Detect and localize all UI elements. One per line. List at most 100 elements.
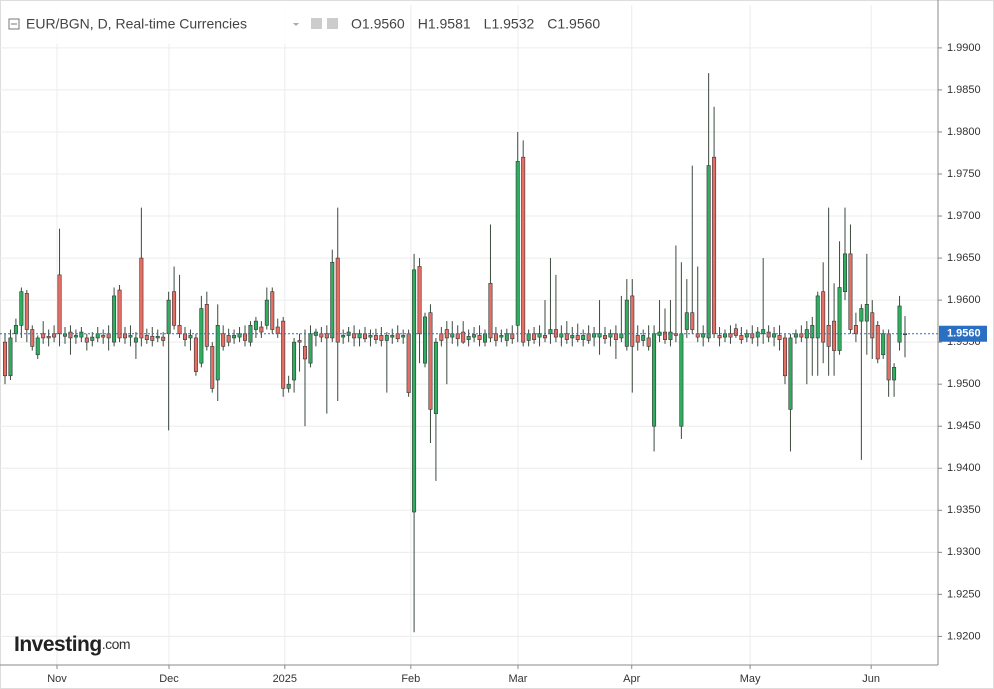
candle-body [581, 335, 586, 340]
candle-body [401, 335, 406, 338]
y-tick-label: 1.9450 [947, 420, 981, 432]
y-tick-label: 1.9650 [947, 252, 981, 264]
candle-body [750, 333, 755, 339]
candle-body [526, 333, 531, 341]
candle-body [515, 161, 520, 326]
candle-body [810, 325, 815, 339]
candle-body [723, 333, 727, 338]
y-tick-label: 1.9800 [947, 126, 981, 138]
collapse-icon[interactable] [8, 18, 20, 30]
candle-body [766, 331, 771, 338]
candle-body [472, 334, 477, 338]
candle-body [701, 333, 706, 338]
candle-body [204, 304, 209, 347]
settings-icon[interactable] [311, 18, 322, 29]
candle-body [133, 337, 138, 343]
candle-body [19, 291, 24, 326]
candle-body [264, 299, 269, 326]
candle-body [226, 335, 231, 343]
candle-body [363, 333, 367, 340]
candle-body [744, 333, 749, 338]
logo: Investing.com [14, 633, 130, 656]
candle-body [690, 312, 695, 330]
candle-body [183, 333, 187, 340]
candle-body [783, 337, 787, 377]
candle-body [706, 165, 711, 339]
candle-body [319, 333, 324, 338]
candle-body [303, 346, 307, 360]
candle-body [8, 337, 13, 377]
candle-body [897, 305, 902, 343]
candle-body [384, 335, 389, 341]
candle-body [799, 333, 804, 338]
candle-body [586, 333, 591, 341]
candle-body [123, 333, 127, 339]
candle-body [537, 333, 542, 338]
candle-body [853, 325, 858, 335]
y-tick-label: 1.9900 [947, 42, 981, 54]
candle-body [761, 329, 766, 335]
y-tick-label: 1.9700 [947, 210, 981, 222]
candle-body [308, 333, 313, 364]
candle-body [466, 335, 471, 340]
candle-body [826, 325, 831, 347]
candle-body [543, 335, 547, 339]
candle-body [368, 335, 373, 338]
candle-body [733, 328, 738, 336]
y-tick-label: 1.9350 [947, 504, 981, 516]
candle-body [559, 333, 564, 338]
candle-body [286, 383, 291, 389]
candle-body [510, 333, 515, 340]
candle-body [390, 335, 395, 338]
candle-body [237, 333, 242, 338]
candle-body [548, 329, 553, 335]
candle-body [24, 293, 29, 330]
candle-body [592, 333, 597, 338]
x-tick-label: Apr [623, 673, 640, 685]
last-price-tag [939, 325, 987, 342]
candle-body [755, 331, 760, 338]
candle-body [848, 253, 853, 330]
x-tick-label: May [740, 673, 761, 685]
candle-body [717, 335, 722, 339]
header-bg [2, 4, 322, 44]
y-tick-label: 1.9500 [947, 378, 981, 390]
candle-body [395, 333, 400, 340]
candle-body [450, 333, 455, 338]
candle-body [232, 335, 237, 339]
candle-body [161, 336, 166, 341]
candle-body [139, 257, 144, 339]
ohlc-value: L1.9532 [484, 16, 535, 32]
candle-body [772, 333, 777, 338]
candle-body [695, 333, 700, 338]
candle-body [210, 346, 215, 389]
y-tick-label: 1.9850 [947, 84, 981, 96]
candle-body [630, 295, 635, 347]
candle-body [439, 333, 444, 341]
candle-body [150, 335, 155, 341]
x-tick-label: Feb [401, 673, 420, 685]
candle-body [177, 325, 182, 335]
candle-body [379, 335, 384, 341]
candle-body [199, 308, 204, 364]
y-tick-label: 1.9250 [947, 588, 981, 600]
close-icon[interactable] [327, 18, 338, 29]
candles [3, 73, 907, 633]
candle-body [292, 341, 297, 381]
ohlc-value: H1.9581 [418, 16, 471, 32]
candle-body [417, 266, 422, 335]
candle-body [243, 333, 247, 341]
candle-body [3, 341, 7, 377]
dropdown-arrow[interactable] [293, 23, 299, 26]
candle-body [575, 335, 580, 340]
x-tick-label: Mar [509, 673, 528, 685]
candle-body [90, 336, 95, 341]
candle-body [144, 335, 149, 340]
candle-body [488, 282, 493, 339]
candle-body [477, 335, 482, 340]
candle-body [635, 335, 640, 343]
candle-body [870, 312, 875, 339]
